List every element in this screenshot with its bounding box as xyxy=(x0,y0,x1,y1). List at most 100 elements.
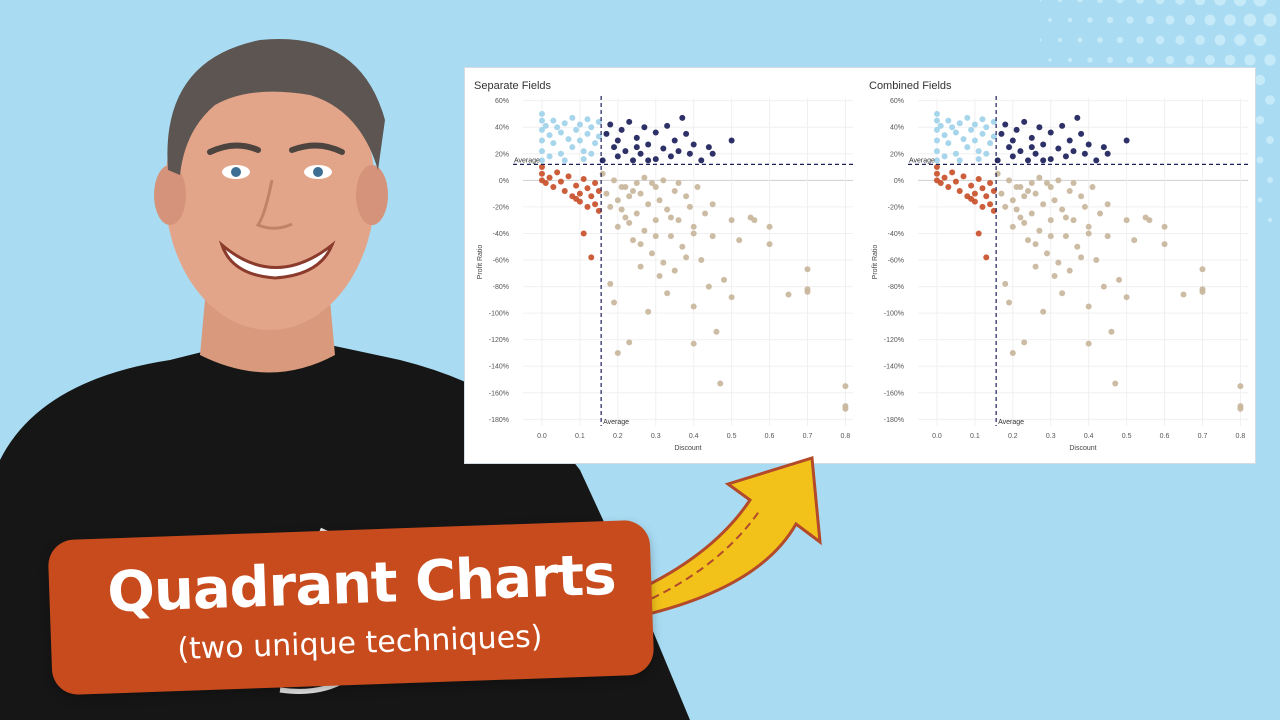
data-point xyxy=(1040,141,1047,148)
y-tick-label: -40% xyxy=(493,231,509,238)
data-point xyxy=(630,187,636,194)
data-point xyxy=(975,230,982,237)
data-point xyxy=(652,183,659,190)
halftone-dot xyxy=(1256,156,1264,164)
data-point xyxy=(1025,157,1031,164)
data-point xyxy=(1006,177,1013,184)
x-tick-label: 0.5 xyxy=(727,433,737,440)
data-point xyxy=(1040,308,1047,315)
data-point xyxy=(1055,259,1062,266)
data-point xyxy=(626,193,633,200)
data-point xyxy=(945,183,952,190)
data-point xyxy=(949,124,956,131)
data-point xyxy=(679,243,686,250)
data-point xyxy=(671,137,678,144)
data-point xyxy=(561,157,568,164)
halftone-dot xyxy=(1048,18,1052,22)
halftone-dot xyxy=(1267,217,1273,223)
data-point xyxy=(975,176,982,183)
data-point xyxy=(618,206,625,213)
halftone-dot xyxy=(1126,16,1134,24)
data-point xyxy=(766,241,773,248)
banner-title: Quadrant Charts xyxy=(106,542,617,626)
chart-title: Separate Fields xyxy=(474,80,552,92)
data-point xyxy=(1017,214,1024,221)
data-point xyxy=(667,153,674,160)
data-point xyxy=(656,197,663,204)
data-point xyxy=(667,233,674,240)
data-point xyxy=(971,190,978,197)
data-point xyxy=(580,176,587,183)
halftone-dot xyxy=(1243,13,1257,27)
halftone-dot xyxy=(1097,0,1103,3)
data-point xyxy=(683,130,690,137)
data-point xyxy=(1036,124,1043,131)
data-point xyxy=(588,150,595,157)
data-point xyxy=(588,124,595,131)
data-point xyxy=(1021,219,1028,226)
x-average-label: Average xyxy=(603,419,629,426)
data-point xyxy=(656,272,663,279)
data-point xyxy=(690,303,697,310)
data-point xyxy=(1074,243,1081,250)
data-point xyxy=(987,179,994,186)
data-point xyxy=(1047,217,1054,224)
data-point xyxy=(709,150,716,157)
data-point xyxy=(949,169,956,176)
data-point xyxy=(633,210,640,217)
data-point xyxy=(979,130,986,137)
data-point xyxy=(937,179,944,186)
data-point xyxy=(698,157,705,164)
data-point xyxy=(975,148,982,155)
data-point xyxy=(933,148,940,155)
data-point xyxy=(1021,118,1028,125)
halftone-dot xyxy=(1244,54,1256,66)
data-point xyxy=(611,144,618,151)
y-tick-label: -160% xyxy=(884,390,904,397)
data-point xyxy=(580,156,587,163)
data-point xyxy=(941,174,948,181)
data-point xyxy=(1017,148,1024,155)
halftone-dot xyxy=(1067,57,1073,63)
x-axis-label: Discount xyxy=(1069,445,1096,452)
data-point xyxy=(1237,405,1244,412)
y-tick-label: -60% xyxy=(888,258,904,265)
halftone-dot xyxy=(1165,15,1175,25)
data-point xyxy=(1104,201,1111,208)
left-eyebrow xyxy=(207,142,261,155)
data-point xyxy=(542,179,549,186)
data-point xyxy=(1009,197,1016,204)
data-point xyxy=(1028,134,1035,141)
y-tick-label: -120% xyxy=(884,337,904,344)
data-point xyxy=(952,129,959,136)
data-point xyxy=(538,117,545,124)
y-axis-label: Profit Ratio xyxy=(477,245,484,280)
data-point xyxy=(971,137,978,144)
data-point xyxy=(595,207,602,214)
data-point xyxy=(595,187,602,194)
data-point xyxy=(641,174,648,181)
data-point xyxy=(1025,237,1031,244)
halftone-dot xyxy=(1214,34,1226,46)
data-point xyxy=(1085,230,1092,237)
x-axis-label: Discount xyxy=(674,445,701,452)
data-point xyxy=(614,349,621,356)
data-point xyxy=(1108,328,1115,335)
data-point xyxy=(952,178,959,185)
data-point xyxy=(538,164,545,171)
data-point xyxy=(557,178,564,185)
y-tick-label: 0% xyxy=(499,178,509,185)
data-point xyxy=(1199,266,1206,273)
y-tick-label: 0% xyxy=(894,178,904,185)
data-point xyxy=(709,233,716,240)
data-point xyxy=(686,150,693,157)
halftone-dot xyxy=(1040,38,1042,42)
data-point xyxy=(1002,280,1009,287)
halftone-dot xyxy=(1224,54,1236,66)
y-average-label: Average xyxy=(909,157,935,164)
data-point xyxy=(637,241,644,248)
data-point xyxy=(573,195,580,202)
data-point xyxy=(1032,150,1039,157)
data-point xyxy=(667,214,674,221)
